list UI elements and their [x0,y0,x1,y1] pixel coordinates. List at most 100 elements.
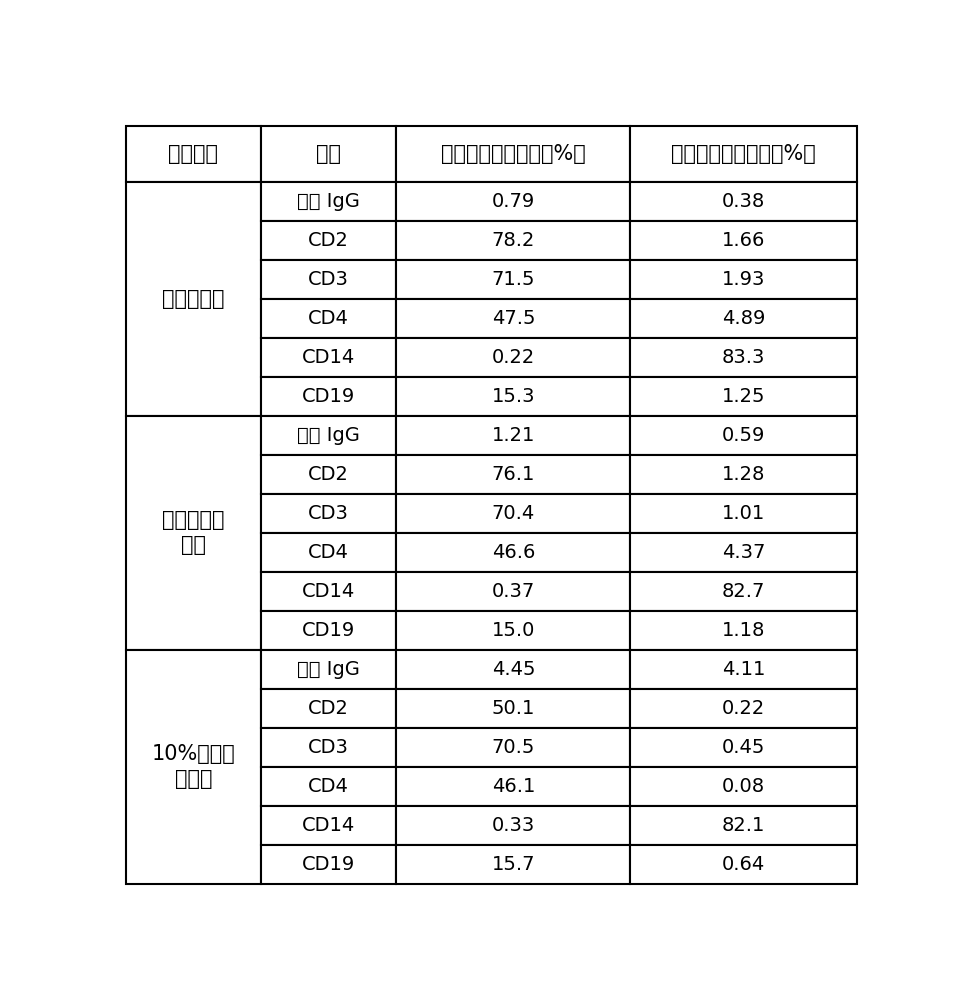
Bar [630,572,857,611]
Bar [261,494,396,533]
Text: CD2: CD2 [309,231,349,250]
Text: 82.7: 82.7 [722,582,765,601]
Text: CD19: CD19 [302,387,356,406]
Bar [630,182,857,221]
Bar [396,728,630,767]
Text: 1.18: 1.18 [722,621,765,640]
Bar [261,377,396,416]
Text: 抗体: 抗体 [316,144,341,164]
Bar [261,689,396,728]
Text: 1.25: 1.25 [722,387,765,406]
Text: 0.64: 0.64 [722,855,765,874]
Bar [126,126,261,182]
Text: 0.45: 0.45 [722,738,765,757]
Text: 10%甲醛固
定细胞: 10%甲醛固 定细胞 [152,744,235,789]
Text: 单核细胞表达均数（%）: 单核细胞表达均数（%） [671,144,816,164]
Bar [396,126,630,182]
Text: 1.66: 1.66 [722,231,765,250]
Bar [396,572,630,611]
Bar [126,416,261,650]
Text: 46.6: 46.6 [492,543,535,562]
Text: CD4: CD4 [309,543,349,562]
Text: 71.5: 71.5 [492,270,535,289]
Bar [630,299,857,338]
Text: CD3: CD3 [309,270,349,289]
Text: 本发明固定
细胞: 本发明固定 细胞 [162,510,224,555]
Bar [261,338,396,377]
Text: 0.22: 0.22 [722,699,765,718]
Bar [630,767,857,806]
Bar [261,728,396,767]
Text: 1.21: 1.21 [492,426,535,445]
Bar [396,416,630,455]
Bar [630,377,857,416]
Text: 50.1: 50.1 [492,699,535,718]
Text: 78.2: 78.2 [492,231,535,250]
Text: 4.11: 4.11 [722,660,765,679]
Bar [630,221,857,260]
Bar [630,611,857,650]
Bar [396,455,630,494]
Text: 0.08: 0.08 [722,777,765,796]
Bar [261,299,396,338]
Text: 4.37: 4.37 [722,543,765,562]
Bar [261,455,396,494]
Text: CD19: CD19 [302,855,356,874]
Text: 15.0: 15.0 [492,621,535,640]
Bar [630,650,857,689]
Bar [396,221,630,260]
Bar [261,260,396,299]
Text: 47.5: 47.5 [492,309,535,328]
Bar [261,126,396,182]
Bar [630,728,857,767]
Bar [630,455,857,494]
Text: 82.1: 82.1 [722,816,765,835]
Text: 1.28: 1.28 [722,465,765,484]
Text: CD4: CD4 [309,777,349,796]
Bar [396,611,630,650]
Text: 70.4: 70.4 [492,504,535,523]
Text: CD2: CD2 [309,465,349,484]
Text: 76.1: 76.1 [492,465,535,484]
Text: 非固定细胞: 非固定细胞 [162,289,224,309]
Text: 0.59: 0.59 [722,426,765,445]
Text: 0.38: 0.38 [722,192,765,211]
Bar [630,806,857,845]
Bar [126,650,261,884]
Bar [396,533,630,572]
Bar [396,182,630,221]
Bar [396,806,630,845]
Bar [261,611,396,650]
Text: 1.93: 1.93 [722,270,765,289]
Bar [396,845,630,884]
Bar [261,845,396,884]
Bar [261,182,396,221]
Text: CD14: CD14 [302,348,356,367]
Bar [630,845,857,884]
Bar [261,650,396,689]
Text: CD14: CD14 [302,582,356,601]
Text: CD3: CD3 [309,504,349,523]
Text: 对照 IgG: 对照 IgG [297,192,361,211]
Text: CD3: CD3 [309,738,349,757]
Bar [396,377,630,416]
Text: 0.22: 0.22 [492,348,535,367]
Bar [261,767,396,806]
Bar [261,806,396,845]
Bar [396,650,630,689]
Text: 46.1: 46.1 [492,777,535,796]
Text: 0.37: 0.37 [492,582,535,601]
Text: 0.33: 0.33 [492,816,535,835]
Text: CD4: CD4 [309,309,349,328]
Text: 对照 IgG: 对照 IgG [297,660,361,679]
Bar [126,182,261,416]
Text: 70.5: 70.5 [492,738,535,757]
Text: CD19: CD19 [302,621,356,640]
Text: 淋巴细胞表达均数（%）: 淋巴细胞表达均数（%） [441,144,586,164]
Bar [396,689,630,728]
Bar [630,533,857,572]
Bar [630,260,857,299]
Text: CD2: CD2 [309,699,349,718]
Bar [396,767,630,806]
Bar [396,299,630,338]
